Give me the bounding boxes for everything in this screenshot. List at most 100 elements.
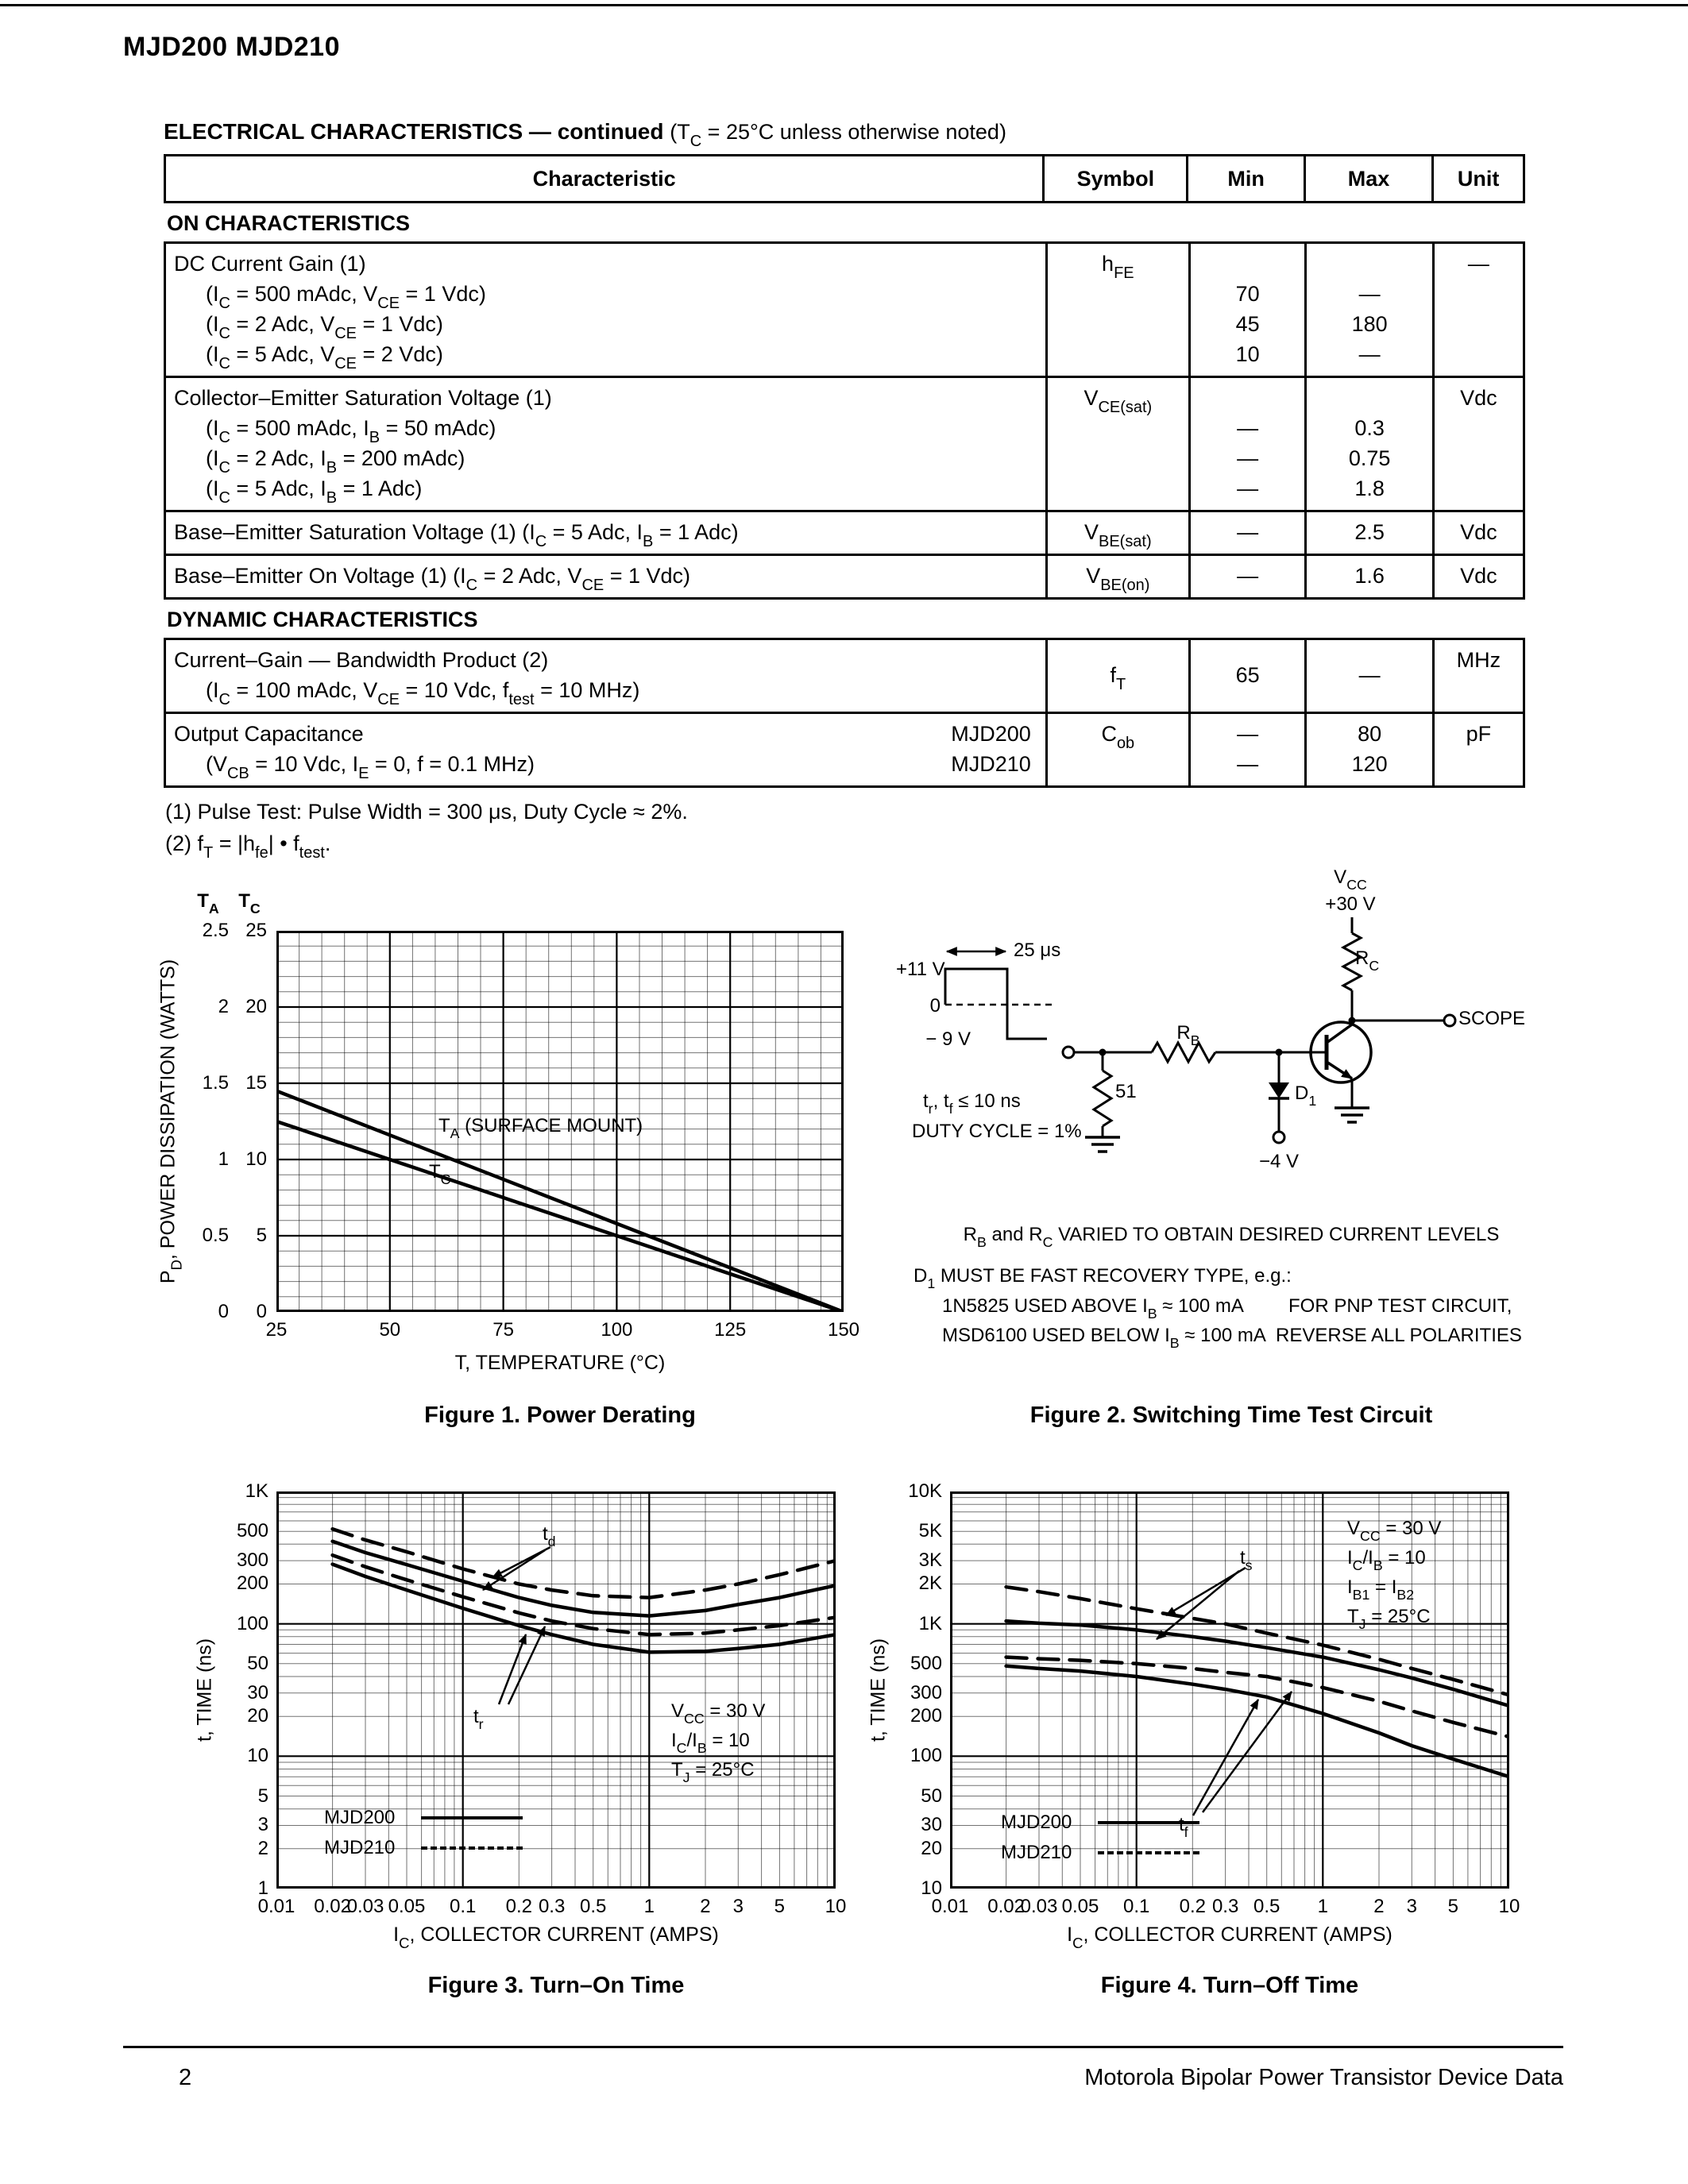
plot-border: [950, 1491, 1509, 1889]
dashed-line-sample-icon: [1098, 1851, 1199, 1854]
col-symbol: Symbol: [1042, 156, 1186, 201]
cell-symbol: VCE(sat): [1045, 378, 1188, 510]
symbol-value: VBE(sat): [1084, 520, 1152, 551]
characteristic-title: Collector–Emitter Saturation Voltage (1): [174, 386, 552, 410]
characteristic-condition: (IC = 100 mAdc, VCE = 10 Vdc, ftest = 10…: [206, 678, 640, 709]
figure3-turn-on-time-chart: td tr VCC = 30 V IC/IB = 10 TJ = 25°C MJ…: [237, 1480, 846, 1917]
figure1-power-derating-chart: 25 50 75 100 125 150 2.5 2 1.5 1 0.5 0 25 20 15 10 5 0: [203, 920, 859, 1341]
note-pnp-line1: FOR PNP TEST CIRCUIT,: [1288, 1295, 1512, 1317]
tick-label: 125: [714, 1319, 747, 1341]
min-value: —: [1237, 477, 1259, 500]
figure1-caption: Figure 1. Power Derating: [424, 1403, 696, 1428]
heading-bold: ELECTRICAL CHARACTERISTICS — continued: [164, 119, 664, 144]
max-value: 0.75: [1348, 446, 1391, 470]
legend: MJD200 MJD210: [1001, 1808, 1199, 1868]
fig3-plot: [276, 1491, 836, 1889]
characteristic-condition: (IC = 500 mAdc, IB = 50 mAdc): [206, 416, 496, 447]
plus11v-label: +11 V: [896, 959, 945, 980]
rb-label: RB: [1176, 1022, 1200, 1049]
figure3-caption: Figure 3. Turn–On Time: [427, 1973, 685, 1998]
footer-text: Motorola Bipolar Power Transistor Device…: [1084, 2065, 1563, 2090]
tick-label: 30: [921, 1814, 942, 1836]
neg9v-label: − 9 V: [925, 1028, 971, 1050]
annotation-arrow: [497, 1633, 527, 1705]
ground-icon: [1335, 1106, 1369, 1124]
tick-label: 0.05: [388, 1896, 426, 1917]
legend-row-mjd210: MJD210: [324, 1833, 523, 1863]
condition-line: VCC = 30 V: [671, 1700, 766, 1727]
cell-unit: Vdc: [1431, 556, 1523, 597]
min-value: —: [1237, 722, 1259, 746]
tick-label: 1K: [245, 1480, 268, 1502]
max-value: 1.6: [1354, 564, 1385, 588]
dashed-line-sample-icon: [421, 1846, 523, 1850]
tick-label: 5: [256, 1225, 267, 1246]
max-value: —: [1358, 342, 1381, 366]
symbol-value: Cob: [1101, 722, 1135, 753]
col-characteristic: Characteristic: [532, 166, 676, 191]
tick-label: 300: [910, 1681, 942, 1704]
tick-label: 2: [257, 1837, 268, 1859]
tick-label: 10: [921, 1877, 942, 1899]
table-header-row: Characteristic Symbol Min Max Unit: [164, 154, 1525, 203]
cell-characteristic: Current–Gain — Bandwidth Product (2) (IC…: [166, 640, 1045, 712]
tick-label: 5: [774, 1896, 786, 1917]
cell-characteristic: Base–Emitter On Voltage (1) (IC = 2 Adc,…: [166, 556, 1045, 597]
cell-symbol: fT: [1045, 640, 1188, 712]
tick-label: 50: [247, 1652, 268, 1674]
max-value: 2.5: [1354, 520, 1385, 544]
tick-label: 0.1: [449, 1896, 477, 1917]
col-max: Max: [1303, 156, 1431, 201]
unit-value: pF: [1466, 722, 1492, 746]
min-value: —: [1237, 564, 1259, 588]
series-curve: [1004, 1655, 1509, 1739]
symbol-value: VBE(on): [1086, 564, 1150, 595]
characteristic-condition: (IC = 500 mAdc, VCE = 1 Vdc): [206, 282, 486, 313]
characteristic-title: Current–Gain — Bandwidth Product (2): [174, 648, 549, 672]
tc-series-label: TC: [429, 1161, 451, 1188]
tick-label: 25: [245, 920, 267, 941]
legend-label: MJD200: [324, 1807, 396, 1828]
min-value: 65: [1235, 663, 1260, 687]
tick-label: 0.03: [346, 1896, 384, 1917]
d1-label: D1: [1295, 1082, 1317, 1109]
condition-line: VCC = 30 V: [1347, 1518, 1442, 1545]
max-value: 1.8: [1354, 477, 1385, 500]
tick-label: 15: [245, 1072, 267, 1094]
characteristic-title: Output Capacitance MJD200: [174, 719, 1045, 749]
scope-terminal-icon: [1443, 1013, 1457, 1028]
unit-value: Vdc: [1460, 386, 1497, 410]
fig4-y-axis-title: t, TIME (ns): [867, 1638, 890, 1742]
annotation-arrow: [507, 1626, 547, 1705]
scope-label: SCOPE: [1458, 1008, 1526, 1029]
footnote-2: (2) fT = |hfe| • ftest.: [165, 832, 331, 862]
tick-label: 0.1: [1122, 1896, 1150, 1917]
max-value: —: [1358, 282, 1381, 306]
characteristic-text: Output Capacitance: [174, 722, 364, 746]
cell-max: 0.3 0.75 1.8: [1304, 378, 1431, 510]
tick-label: 1: [1317, 1896, 1328, 1917]
vcc-value-label: +30 V: [1325, 893, 1376, 915]
tick-label: 3: [257, 1814, 268, 1836]
tick-label: 0.03: [1020, 1896, 1058, 1917]
tick-label: 5K: [918, 1520, 942, 1542]
characteristic-condition: (IC = 2 Adc, VCE = 1 Vdc): [206, 312, 443, 343]
fig1-x-axis-title: T, TEMPERATURE (°C): [454, 1352, 666, 1374]
vcc-label: VCC: [1334, 866, 1367, 893]
ta-axis-header: TA: [197, 890, 219, 917]
note-d1-line1: D1 MUST BE FAST RECOVERY TYPE, e.g.:: [914, 1265, 1292, 1292]
col-min: Min: [1186, 156, 1303, 201]
ts-label: ts: [1240, 1547, 1253, 1574]
tick-label: 3: [1406, 1896, 1417, 1917]
tick-label: 10: [1498, 1896, 1520, 1917]
footer-rule: [123, 2046, 1563, 2048]
tick-label: 200: [236, 1572, 268, 1595]
tf-label: tf: [1179, 1814, 1188, 1841]
cell-unit: MHz: [1431, 640, 1523, 712]
tick-label: 5: [257, 1785, 268, 1807]
symbol-value: hFE: [1102, 252, 1134, 283]
series-curve: [330, 1562, 836, 1654]
tick-label: 1K: [918, 1612, 942, 1634]
cell-min: —: [1188, 556, 1305, 597]
input-terminal-icon: [1061, 1045, 1076, 1059]
